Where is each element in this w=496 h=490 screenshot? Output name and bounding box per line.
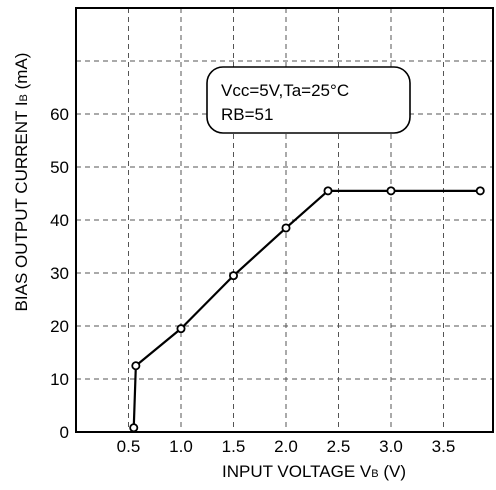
x-tick-label-2: 1.5 bbox=[222, 437, 246, 456]
x-axis-label: INPUT VOLTAGE VB (V) bbox=[222, 462, 406, 481]
annotation-line-2: RB=51 bbox=[221, 105, 273, 124]
data-point-0-1 bbox=[131, 361, 141, 371]
annotation-box: Vcc=5V,Ta=25°C RB=51 bbox=[206, 66, 411, 134]
x-tick-label-4: 2.5 bbox=[327, 437, 351, 456]
y-tick-label-6: 60 bbox=[50, 105, 69, 124]
data-point-0-0 bbox=[129, 423, 139, 433]
x-tick-labels: 0.5 1.0 1.5 2.0 2.5 3.0 3.5 bbox=[117, 437, 456, 456]
x-tick-label-0: 0.5 bbox=[117, 437, 141, 456]
data-point-0-2 bbox=[176, 324, 186, 334]
x-tick-label-3: 2.0 bbox=[274, 437, 298, 456]
x-tick-label-1: 1.0 bbox=[169, 437, 193, 456]
y-tick-label-1: 10 bbox=[50, 370, 69, 389]
x-tick-label-6: 3.5 bbox=[432, 437, 456, 456]
y-axis-label: BIAS OUTPUT CURRENT IB (mA) bbox=[12, 53, 31, 312]
y-tick-label-2: 20 bbox=[50, 317, 69, 336]
data-point-0-5 bbox=[323, 186, 333, 196]
data-point-0-3 bbox=[228, 271, 238, 281]
annotation-line-1: Vcc=5V,Ta=25°C bbox=[221, 81, 349, 100]
y-tick-label-4: 40 bbox=[50, 211, 69, 230]
y-tick-label-5: 50 bbox=[50, 158, 69, 177]
x-tick-label-5: 3.0 bbox=[379, 437, 403, 456]
y-tick-labels: 0 10 20 30 40 50 60 bbox=[50, 105, 69, 442]
series-line-0 bbox=[132, 189, 481, 428]
data-point-0-6 bbox=[386, 186, 396, 196]
y-tick-label-0: 0 bbox=[60, 423, 69, 442]
plot-frame bbox=[75, 7, 494, 433]
data-point-0-4 bbox=[281, 223, 291, 233]
data-point-0-7 bbox=[475, 186, 485, 196]
y-tick-label-3: 30 bbox=[50, 264, 69, 283]
series-1 bbox=[129, 186, 485, 433]
